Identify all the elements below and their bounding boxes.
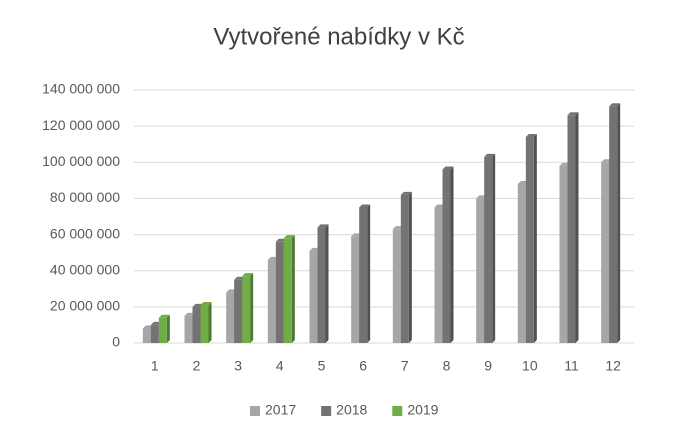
y-tick-label: 80 000 000 [50, 189, 120, 205]
bar-side [325, 224, 329, 343]
bar-top [200, 302, 212, 306]
bar [601, 162, 610, 343]
bar-top [567, 112, 579, 116]
bar-top [442, 166, 454, 170]
bar [517, 183, 526, 343]
bar-side [367, 204, 371, 343]
bar [525, 136, 534, 343]
legend-label: 2019 [407, 402, 438, 418]
x-tick-label: 8 [443, 358, 451, 374]
x-tick-label: 6 [359, 358, 367, 374]
bar-top [158, 314, 170, 318]
x-tick-label: 4 [276, 358, 284, 374]
bar [567, 115, 576, 343]
bar-top [609, 103, 621, 107]
x-tick-label: 9 [484, 358, 492, 374]
bar [242, 276, 251, 343]
legend-swatch [392, 406, 403, 416]
bar-side [250, 273, 254, 343]
bar-side [533, 133, 537, 343]
bar-side [291, 235, 295, 343]
x-tick-label: 3 [234, 358, 242, 374]
y-tick-label: 60 000 000 [50, 225, 120, 241]
bar [559, 165, 568, 343]
bar [158, 317, 167, 343]
bar-side [450, 166, 454, 343]
legend-label: 2018 [336, 402, 367, 418]
bar [476, 198, 485, 343]
x-tick-label: 5 [318, 358, 326, 374]
bar [142, 328, 151, 343]
bar [609, 106, 618, 343]
x-tick-label: 7 [401, 358, 409, 374]
chart-title: Vytvořené nabídky v Kč [213, 23, 464, 50]
x-tick-label: 2 [193, 358, 201, 374]
y-tick-label: 120 000 000 [42, 117, 120, 133]
bar-top [283, 235, 295, 239]
bar [351, 236, 360, 343]
x-tick-label: 1 [151, 358, 159, 374]
bar [226, 292, 235, 343]
legend-label: 2017 [265, 402, 296, 418]
bar-top [525, 133, 537, 137]
legend-swatch [250, 406, 260, 416]
bar-side [617, 103, 621, 343]
bar-side [408, 191, 412, 343]
bar [392, 229, 401, 343]
bar [283, 238, 292, 343]
bar-top [359, 204, 371, 208]
bar-top [317, 224, 329, 228]
bar [434, 207, 443, 343]
bar-top [484, 153, 496, 157]
bar-side [575, 112, 579, 343]
bar [400, 194, 409, 343]
bar-side [492, 153, 496, 343]
bar-top [400, 191, 412, 195]
x-tick-label: 12 [605, 358, 621, 374]
bar [192, 306, 201, 343]
bar [184, 315, 193, 343]
y-tick-label: 100 000 000 [42, 153, 120, 169]
y-tick-label: 20 000 000 [50, 298, 120, 314]
bar [442, 169, 451, 343]
bar [150, 324, 159, 343]
bar-side [208, 302, 212, 343]
bar [200, 305, 209, 343]
bar-top [242, 273, 254, 277]
x-tick-label: 10 [522, 358, 538, 374]
bar [484, 156, 493, 343]
y-tick-label: 40 000 000 [50, 261, 120, 277]
bar [309, 250, 318, 343]
bar [359, 207, 368, 343]
legend-swatch [321, 406, 332, 416]
bar [317, 227, 326, 343]
bar [234, 279, 243, 343]
bar [275, 241, 284, 343]
bar-side [166, 314, 170, 343]
bar [267, 259, 276, 343]
y-tick-label: 140 000 000 [42, 81, 120, 97]
y-tick-label: 0 [112, 334, 120, 350]
x-tick-label: 11 [564, 358, 579, 374]
